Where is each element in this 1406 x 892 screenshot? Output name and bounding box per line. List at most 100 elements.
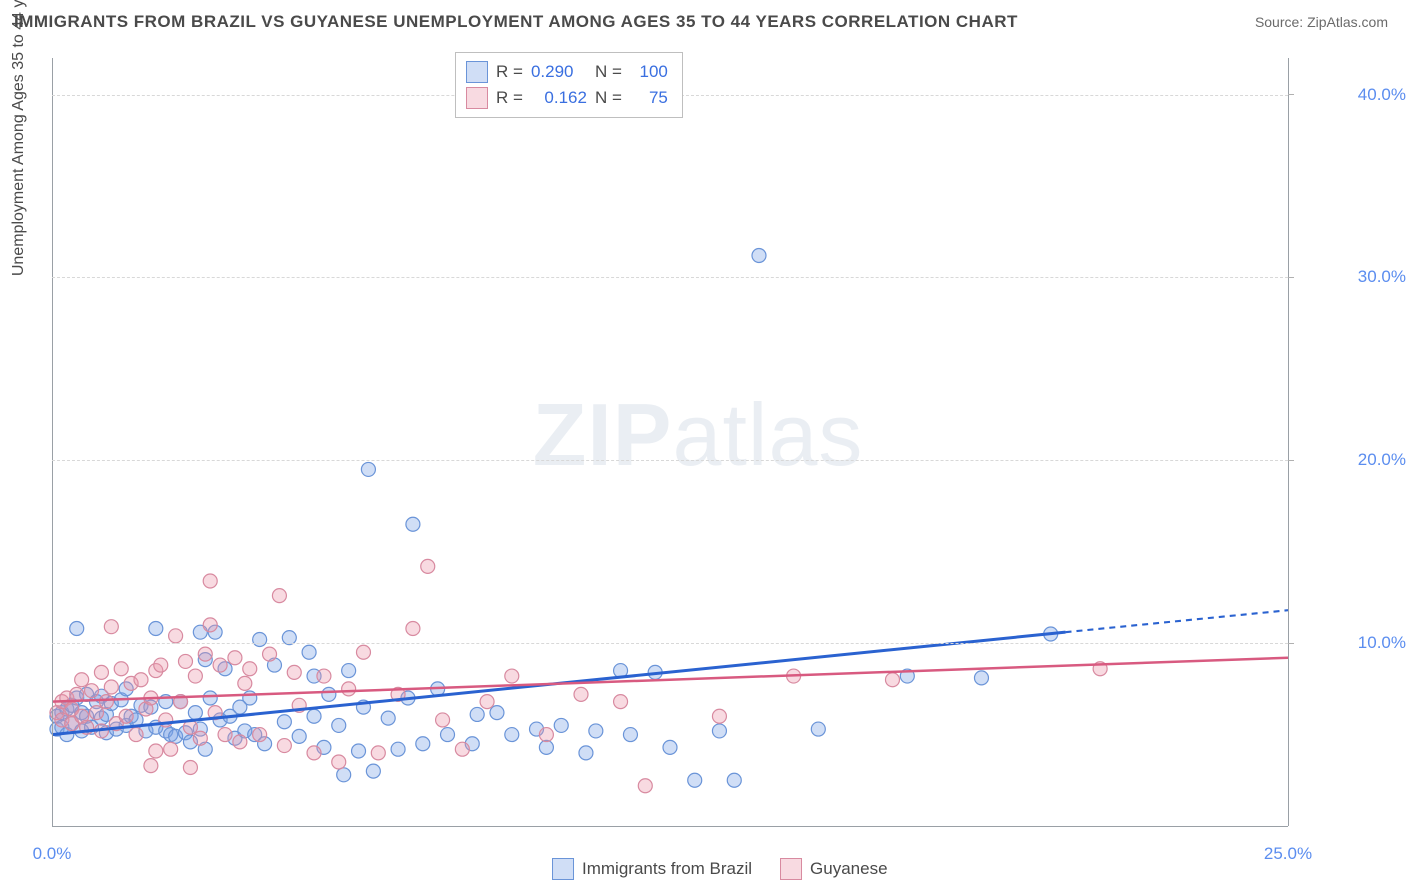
scatter-point bbox=[178, 654, 192, 668]
scatter-point bbox=[663, 740, 677, 754]
legend-row-guyanese: R = 0.162 N = 75 bbox=[466, 85, 668, 111]
scatter-point bbox=[89, 706, 103, 720]
scatter-point bbox=[203, 618, 217, 632]
scatter-point bbox=[203, 691, 217, 705]
scatter-point bbox=[85, 684, 99, 698]
legend-item-guyanese: Guyanese bbox=[780, 858, 888, 880]
scatter-point bbox=[228, 651, 242, 665]
scatter-point bbox=[70, 622, 84, 636]
scatter-point bbox=[307, 709, 321, 723]
scatter-point bbox=[416, 737, 430, 751]
scatter-point bbox=[579, 746, 593, 760]
r-label: R = bbox=[496, 62, 523, 82]
x-tick-label: 0.0% bbox=[33, 844, 72, 864]
scatter-svg bbox=[48, 48, 1348, 838]
scatter-point bbox=[70, 687, 84, 701]
scatter-point bbox=[99, 695, 113, 709]
scatter-point bbox=[406, 622, 420, 636]
scatter-point bbox=[233, 735, 247, 749]
scatter-point bbox=[356, 645, 370, 659]
scatter-point bbox=[243, 662, 257, 676]
scatter-point bbox=[505, 728, 519, 742]
y-tick-label: 20.0% bbox=[1352, 450, 1406, 470]
scatter-point bbox=[974, 671, 988, 685]
scatter-point bbox=[366, 764, 380, 778]
scatter-point bbox=[94, 665, 108, 679]
scatter-point bbox=[203, 574, 217, 588]
scatter-point bbox=[149, 744, 163, 758]
plot-area: ZIPatlas 10.0%20.0%30.0%40.0%0.0%25.0% bbox=[48, 48, 1348, 838]
scatter-point bbox=[302, 645, 316, 659]
scatter-point bbox=[332, 755, 346, 769]
scatter-point bbox=[114, 662, 128, 676]
scatter-point bbox=[554, 718, 568, 732]
scatter-point bbox=[75, 673, 89, 687]
r-value-brazil: 0.290 bbox=[531, 62, 587, 82]
y-tick-label: 30.0% bbox=[1352, 267, 1406, 287]
scatter-point bbox=[104, 620, 118, 634]
r-value-guyanese: 0.162 bbox=[531, 88, 587, 108]
y-axis-label: Unemployment Among Ages 35 to 44 years bbox=[10, 0, 28, 276]
scatter-point bbox=[505, 669, 519, 683]
r-label: R = bbox=[496, 88, 523, 108]
scatter-point bbox=[164, 742, 178, 756]
scatter-point bbox=[277, 739, 291, 753]
scatter-point bbox=[188, 706, 202, 720]
legend-swatch-guyanese bbox=[780, 858, 802, 880]
scatter-point bbox=[188, 669, 202, 683]
scatter-point bbox=[263, 647, 277, 661]
scatter-point bbox=[455, 742, 469, 756]
scatter-point bbox=[371, 746, 385, 760]
scatter-point bbox=[885, 673, 899, 687]
scatter-point bbox=[342, 682, 356, 696]
scatter-point bbox=[727, 773, 741, 787]
scatter-point bbox=[183, 760, 197, 774]
n-label: N = bbox=[595, 88, 622, 108]
scatter-point bbox=[391, 742, 405, 756]
scatter-point bbox=[277, 715, 291, 729]
scatter-point bbox=[198, 647, 212, 661]
scatter-point bbox=[129, 728, 143, 742]
scatter-point bbox=[193, 731, 207, 745]
scatter-point bbox=[712, 709, 726, 723]
scatter-point bbox=[332, 718, 346, 732]
scatter-point bbox=[169, 629, 183, 643]
x-tick-label: 25.0% bbox=[1264, 844, 1312, 864]
scatter-point bbox=[292, 729, 306, 743]
scatter-point bbox=[322, 687, 336, 701]
scatter-point bbox=[811, 722, 825, 736]
scatter-point bbox=[154, 658, 168, 672]
source-attribution: Source: ZipAtlas.com bbox=[1255, 14, 1388, 30]
y-tick-label: 10.0% bbox=[1352, 633, 1406, 653]
legend-item-brazil: Immigrants from Brazil bbox=[552, 858, 752, 880]
scatter-point bbox=[406, 517, 420, 531]
scatter-point bbox=[436, 713, 450, 727]
scatter-point bbox=[342, 664, 356, 678]
scatter-point bbox=[614, 695, 628, 709]
scatter-point bbox=[352, 744, 366, 758]
scatter-point bbox=[218, 728, 232, 742]
scatter-point bbox=[134, 673, 148, 687]
scatter-point bbox=[213, 658, 227, 672]
scatter-point bbox=[317, 669, 331, 683]
legend-swatch-guyanese bbox=[466, 87, 488, 109]
scatter-point bbox=[589, 724, 603, 738]
legend-label-brazil: Immigrants from Brazil bbox=[582, 859, 752, 879]
scatter-point bbox=[149, 622, 163, 636]
scatter-point bbox=[119, 709, 133, 723]
scatter-point bbox=[623, 728, 637, 742]
scatter-point bbox=[574, 687, 588, 701]
scatter-point bbox=[470, 707, 484, 721]
scatter-point bbox=[480, 695, 494, 709]
scatter-point bbox=[337, 768, 351, 782]
n-value-brazil: 100 bbox=[630, 62, 668, 82]
scatter-point bbox=[688, 773, 702, 787]
scatter-point bbox=[712, 724, 726, 738]
scatter-point bbox=[144, 759, 158, 773]
legend-row-brazil: R = 0.290 N = 100 bbox=[466, 59, 668, 85]
scatter-point bbox=[490, 706, 504, 720]
scatter-point bbox=[638, 779, 652, 793]
scatter-point bbox=[253, 632, 267, 646]
scatter-point bbox=[307, 746, 321, 760]
scatter-point bbox=[272, 589, 286, 603]
